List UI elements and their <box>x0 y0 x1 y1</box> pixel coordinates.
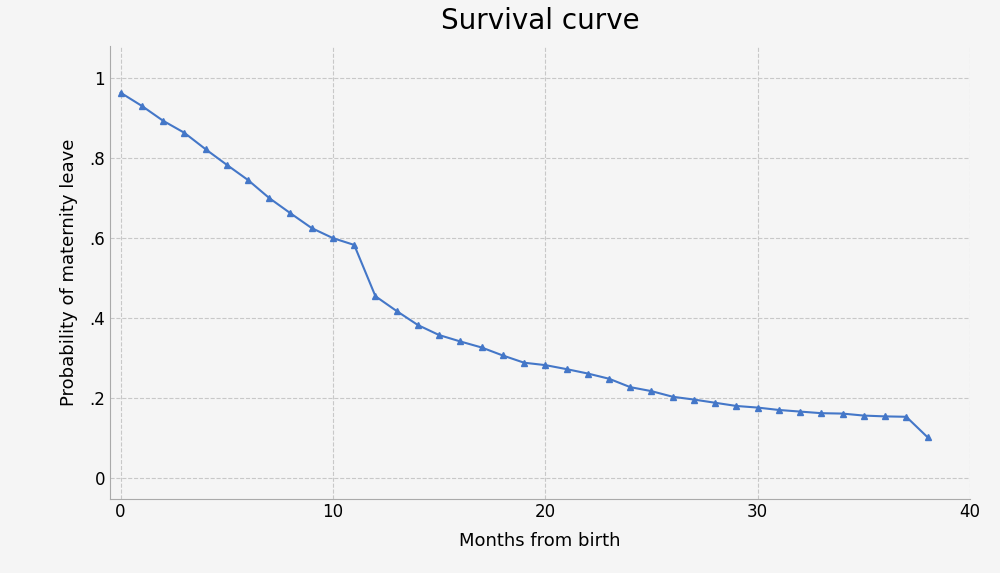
X-axis label: Months from birth: Months from birth <box>459 532 621 551</box>
Y-axis label: Probability of maternity leave: Probability of maternity leave <box>60 139 78 406</box>
Title: Survival curve: Survival curve <box>441 7 639 35</box>
